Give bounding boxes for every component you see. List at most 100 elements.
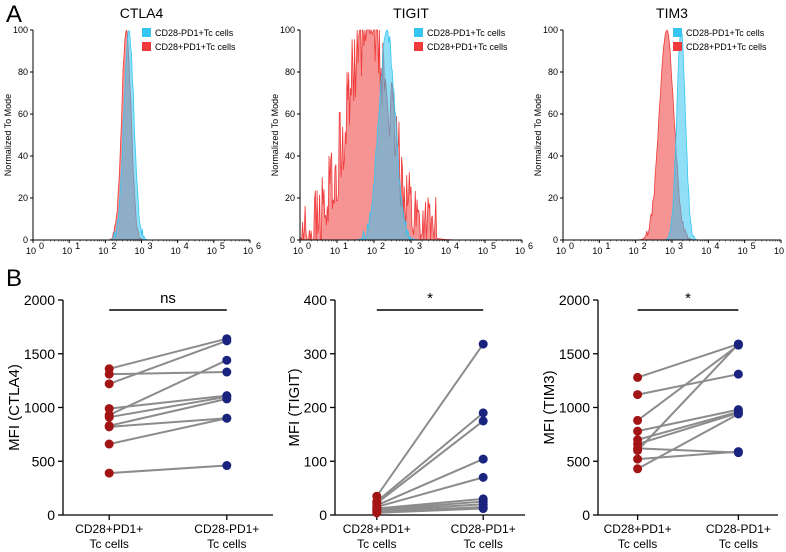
x-tick-exponent: 1 [605,241,610,251]
y-tick-label: 40 [285,151,295,161]
series-cd28-pos [299,28,522,241]
series-cd28-neg [33,30,250,241]
y-tick-label: 40 [548,151,558,161]
y-tick-label: 1000 [559,400,590,416]
pair-line [637,413,739,470]
legend-swatch [673,42,682,51]
y-axis-label: MFI (TIGIT) [286,368,303,446]
legend-swatch [142,42,151,51]
y-tick-label: 80 [18,67,28,77]
pair-line [637,408,739,433]
hist-ylabel: Normalized To Mode [533,94,543,176]
pair-line [637,411,739,446]
dot-cd28-pos [633,415,643,425]
x-tick-label: 10 [404,246,414,256]
dot-cd28-neg [733,447,743,457]
dot-cd28-pos [633,446,643,455]
y-tick-label: 300 [304,346,328,362]
category-label: Tc cells [464,537,503,551]
pair-line [376,503,484,512]
y-tick-label: 20 [285,193,295,203]
legend-label: CD28-PD1+Tc cells [686,28,765,38]
pair-line [108,359,228,416]
category-label: CD28+PD1+ [343,522,411,536]
x-tick-label: 10 [441,246,451,256]
dot-cd28-neg [478,454,488,464]
x-tick-exponent: 4 [454,241,459,251]
panel-label-b: B [6,265,22,292]
dot-cd28-neg [478,408,488,418]
legend-label: CD28+PD1+Tc cells [155,42,236,52]
pair-line [108,337,228,370]
y-tick-label: 1500 [559,346,590,362]
dot-cd28-neg [222,413,232,423]
x-tick-exponent: 4 [714,241,719,251]
x-tick-label: 10 [515,246,525,256]
x-tick-exponent: 1 [343,241,348,251]
x-tick-label: 10 [243,246,253,256]
y-tick-label: 40 [18,151,28,161]
x-tick-label: 10 [556,246,566,256]
dot-cd28-neg [733,409,743,419]
x-tick-exponent: 3 [678,241,683,251]
dot-cd28-neg [733,369,743,379]
category-label: Tc cells [618,537,657,551]
x-tick-exponent: 4 [184,241,189,251]
y-tick-label: 2000 [24,292,55,308]
category-label: Tc cells [90,537,129,551]
x-tick-exponent: 0 [306,241,311,251]
dot-cd28-pos [633,426,643,436]
legend-label: CD28+PD1+Tc cells [686,42,767,52]
y-tick-label: 100 [280,25,295,35]
pair-line [376,420,484,504]
x-tick-label: 10 [701,246,711,256]
pair-line [108,397,228,427]
category-label: CD28-PD1+ [194,522,259,536]
y-tick-label: 100 [543,25,558,35]
category-label: Tc cells [207,537,246,551]
x-tick-label: 10 [478,246,488,256]
dot-cd28-pos [633,390,643,400]
legend-label: CD28-PD1+Tc cells [427,28,506,38]
y-tick-label: 500 [32,453,56,469]
x-tick-exponent: 0 [39,241,44,251]
pair-line [376,412,484,503]
hist-title: CTLA4 [120,5,164,21]
hist-ylabel: Normalized To Mode [3,94,13,176]
y-tick-label: 0 [553,235,558,245]
x-tick-exponent: 3 [148,241,153,251]
x-tick-label: 10 [293,246,303,256]
category-label: Tc cells [357,537,396,551]
y-tick-label: 60 [548,109,558,119]
y-tick-label: 80 [285,67,295,77]
category-label: CD28+PD1+ [604,522,672,536]
x-tick-label: 10 [98,246,108,256]
category-label: CD28-PD1+ [706,522,771,536]
x-tick-label: 10 [171,246,181,256]
x-tick-label: 10 [330,246,340,256]
y-tick-label: 200 [304,400,328,416]
dot-cd28-pos [633,464,643,474]
y-axis-label: MFI (CTLA4) [6,364,23,451]
y-tick-label: 400 [304,292,328,308]
x-tick-label: 10 [62,246,72,256]
dot-cd28-neg [478,339,488,349]
pair-line [376,476,484,508]
y-tick-label: 0 [23,235,28,245]
legend-swatch [673,28,682,37]
y-tick-label: 60 [18,109,28,119]
pair-line [109,464,227,475]
y-tick-label: 100 [13,25,28,35]
x-tick-exponent: 5 [751,241,756,251]
pair-line [637,344,739,422]
y-tick-label: 0 [47,507,55,523]
dot-cd28-pos [104,439,114,449]
